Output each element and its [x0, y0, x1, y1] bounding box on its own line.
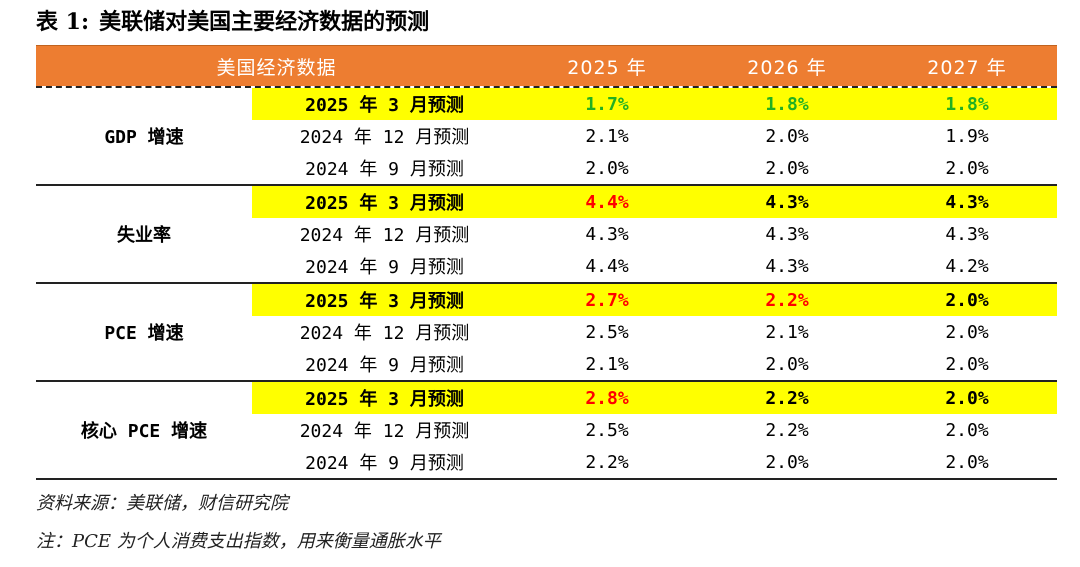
value-cell-2025: 2.5% — [585, 321, 629, 343]
forecast-vintage-cell: 2024 年 12 月预测 — [299, 225, 470, 246]
forecast-vintage-cell: 2024 年 9 月预测 — [305, 355, 464, 376]
table-row: 2024 年 12 月预测 2.1% 2.0% 1.9% — [252, 120, 1057, 152]
value-cell-2026: 2.2% — [765, 387, 809, 409]
indicator-label: 核心 PCE 增速 — [80, 421, 208, 442]
definition-note: 注：PCE 为个人消费支出指数，用来衡量通胀水平 — [36, 531, 441, 552]
value-cell-2027: 2.0% — [945, 321, 989, 343]
value-cell-2026: 2.0% — [765, 451, 809, 473]
source-note: 资料来源：美联储，财信研究院 — [36, 493, 288, 514]
header-year-2027: 2027 年 — [927, 56, 1007, 79]
table-row-latest-forecast: 2025 年 3 月预测 2.8% 2.2% 2.0% — [252, 382, 1057, 414]
table-body: GDP 增速 2025 年 3 月预测 1.7% 1.8% 1.8% 2024 年 12 … — [36, 88, 1057, 480]
header-year-2025: 2025 年 — [567, 56, 647, 79]
value-cell-2027: 4.3% — [945, 223, 989, 245]
value-cell-2026: 2.0% — [765, 125, 809, 147]
forecast-rows: 2025 年 3 月预测 2.7% 2.2% 2.0% 2024 年 12 月预测 2.5… — [252, 284, 1057, 380]
value-cell-2025: 4.3% — [585, 223, 629, 245]
indicator-group: 失业率 2025 年 3 月预测 4.4% 4.3% 4.3% 2024 年 12 月预测… — [36, 186, 1057, 284]
forecast-vintage-cell: 2024 年 9 月预测 — [305, 257, 464, 278]
value-cell-2025: 4.4% — [585, 255, 629, 277]
forecast-vintage-cell: 2024 年 12 月预测 — [299, 127, 470, 148]
table-row: 2024 年 9 月预测 4.4% 4.3% 4.2% — [252, 250, 1057, 282]
table-number: 表 1: — [36, 9, 90, 35]
value-cell-2027: 2.0% — [945, 387, 989, 409]
indicator-label: PCE 增速 — [104, 323, 184, 344]
table-row: 2024 年 12 月预测 2.5% 2.1% 2.0% — [252, 316, 1057, 348]
value-cell-2027: 2.0% — [945, 451, 989, 473]
value-cell-2027: 1.9% — [945, 125, 989, 147]
value-cell-2025: 2.7% — [585, 289, 629, 311]
value-cell-2026: 2.1% — [765, 321, 809, 343]
indicator-group: PCE 增速 2025 年 3 月预测 2.7% 2.2% 2.0% 2024 年 12 … — [36, 284, 1057, 382]
forecast-vintage-cell: 2024 年 12 月预测 — [299, 323, 470, 344]
table-row: 2024 年 12 月预测 2.5% 2.2% 2.0% — [252, 414, 1057, 446]
table-row: 2024 年 12 月预测 4.3% 4.3% 4.3% — [252, 218, 1057, 250]
table-row-latest-forecast: 2025 年 3 月预测 4.4% 4.3% 4.3% — [252, 186, 1057, 218]
header-indicator: 美国经济数据 — [216, 56, 337, 79]
header-year-2026: 2026 年 — [747, 56, 827, 79]
value-cell-2026: 2.0% — [765, 157, 809, 179]
value-cell-2025: 4.4% — [585, 191, 629, 213]
value-cell-2025: 1.7% — [585, 93, 629, 115]
value-cell-2026: 2.2% — [765, 419, 809, 441]
forecast-vintage-cell: 2025 年 3 月预测 — [305, 291, 464, 312]
indicator-group: GDP 增速 2025 年 3 月预测 1.7% 1.8% 1.8% 2024 年 12 … — [36, 88, 1057, 186]
table-row: 2024 年 9 月预测 2.1% 2.0% 2.0% — [252, 348, 1057, 380]
value-cell-2025: 2.2% — [585, 451, 629, 473]
forecast-table: 美国经济数据 2025 年 2026 年 2027 年 GDP 增速 2025 年… — [36, 45, 1057, 480]
value-cell-2026: 4.3% — [765, 223, 809, 245]
value-cell-2026: 4.3% — [765, 191, 809, 213]
value-cell-2027: 1.8% — [945, 93, 989, 115]
forecast-vintage-cell: 2024 年 9 月预测 — [305, 453, 464, 474]
forecast-vintage-cell: 2024 年 12 月预测 — [299, 421, 470, 442]
forecast-vintage-cell: 2025 年 3 月预测 — [305, 95, 464, 116]
value-cell-2025: 2.5% — [585, 419, 629, 441]
table-row-latest-forecast: 2025 年 3 月预测 1.7% 1.8% 1.8% — [252, 88, 1057, 120]
indicator-group: 核心 PCE 增速 2025 年 3 月预测 2.8% 2.2% 2.0% 2024 年 … — [36, 382, 1057, 480]
value-cell-2026: 2.0% — [765, 353, 809, 375]
value-cell-2025: 2.1% — [585, 353, 629, 375]
value-cell-2025: 2.8% — [585, 387, 629, 409]
value-cell-2027: 2.0% — [945, 419, 989, 441]
value-cell-2027: 4.2% — [945, 255, 989, 277]
value-cell-2026: 1.8% — [765, 93, 809, 115]
table-title: 表 1: 美联储对美国主要经济数据的预测 — [36, 4, 429, 40]
table-row: 2024 年 9 月预测 2.0% 2.0% 2.0% — [252, 152, 1057, 184]
value-cell-2025: 2.1% — [585, 125, 629, 147]
forecast-rows: 2025 年 3 月预测 1.7% 1.8% 1.8% 2024 年 12 月预测 2.1… — [252, 88, 1057, 184]
forecast-vintage-cell: 2025 年 3 月预测 — [305, 389, 464, 410]
table-header-row: 美国经济数据 2025 年 2026 年 2027 年 — [36, 45, 1057, 86]
value-cell-2027: 2.0% — [945, 157, 989, 179]
value-cell-2027: 4.3% — [945, 191, 989, 213]
table-row-latest-forecast: 2025 年 3 月预测 2.7% 2.2% 2.0% — [252, 284, 1057, 316]
value-cell-2025: 2.0% — [585, 157, 629, 179]
forecast-rows: 2025 年 3 月预测 2.8% 2.2% 2.0% 2024 年 12 月预测 2.5… — [252, 382, 1057, 478]
table-row: 2024 年 9 月预测 2.2% 2.0% 2.0% — [252, 446, 1057, 478]
forecast-vintage-cell: 2024 年 9 月预测 — [305, 159, 464, 180]
indicator-label: 失业率 — [117, 225, 171, 246]
table-caption: 美联储对美国主要经济数据的预测 — [99, 9, 430, 35]
value-cell-2026: 4.3% — [765, 255, 809, 277]
forecast-vintage-cell: 2025 年 3 月预测 — [305, 193, 464, 214]
value-cell-2026: 2.2% — [765, 289, 809, 311]
header-dashed-divider — [36, 86, 1057, 88]
value-cell-2027: 2.0% — [945, 289, 989, 311]
forecast-rows: 2025 年 3 月预测 4.4% 4.3% 4.3% 2024 年 12 月预测 4.3… — [252, 186, 1057, 282]
indicator-label: GDP 增速 — [104, 127, 184, 148]
value-cell-2027: 2.0% — [945, 353, 989, 375]
